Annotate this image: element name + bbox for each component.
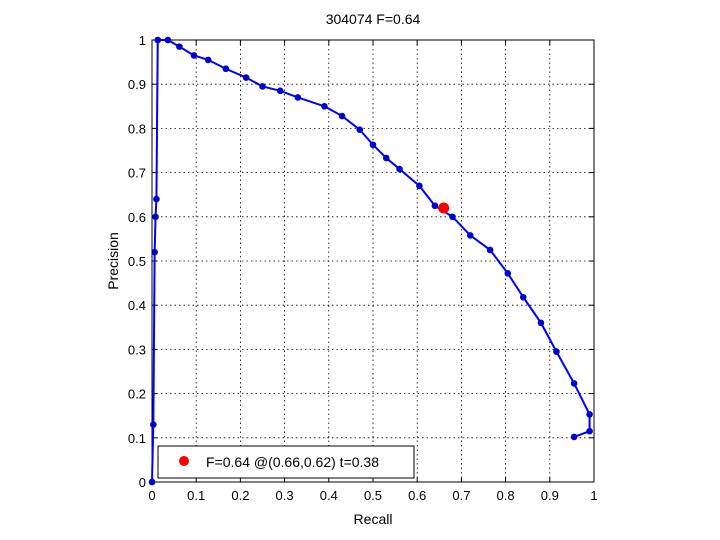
- legend: F=0.64 @(0.66,0.62) t=0.38: [157, 445, 415, 479]
- data-point-marker: [356, 126, 364, 134]
- series-layer: [151, 39, 591, 483]
- data-point-marker: [321, 103, 328, 110]
- data-markers: [148, 36, 593, 486]
- data-point-marker: [449, 213, 456, 221]
- data-point-marker: [504, 270, 512, 277]
- legend-entry-label: F=0.64 @(0.66,0.62) t=0.38: [206, 454, 379, 470]
- data-point-marker: [150, 421, 157, 428]
- data-point-marker: [486, 246, 494, 254]
- data-point-marker: [190, 52, 198, 59]
- pr-curve-line: [151, 39, 591, 483]
- x-tick-label: 0.3: [276, 488, 294, 503]
- grid-lines: [152, 40, 594, 482]
- data-point-marker: [259, 83, 266, 90]
- y-axis-label: Precision: [105, 232, 121, 290]
- x-tick-label: 0.5: [364, 488, 382, 503]
- data-point-marker: [204, 56, 212, 64]
- data-point-marker: [570, 380, 578, 387]
- data-point-marker: [537, 319, 545, 327]
- data-point-marker: [570, 433, 578, 441]
- y-tick-label: 0.2: [128, 387, 146, 402]
- data-point-marker: [396, 165, 403, 173]
- legend-marker: [179, 456, 189, 466]
- y-tick-label: 0.9: [128, 77, 146, 92]
- y-tick-label: 0.8: [128, 121, 146, 136]
- x-tick-label: 0.4: [320, 488, 338, 503]
- x-tick-label: 0.2: [231, 488, 249, 503]
- data-point-marker: [382, 154, 390, 162]
- data-point-marker: [164, 36, 172, 44]
- data-point-marker: [466, 232, 474, 239]
- x-axis-label: Recall: [354, 511, 393, 527]
- y-tick-label: 0.7: [128, 166, 146, 181]
- data-point-marker: [152, 213, 159, 221]
- data-point-marker: [148, 478, 156, 486]
- data-point-marker: [151, 248, 158, 256]
- data-point-marker: [153, 195, 160, 203]
- x-tick-label: 0: [148, 488, 155, 503]
- data-point-marker: [338, 112, 346, 120]
- data-point-marker: [586, 411, 593, 418]
- x-tick-labels: 0 0.1 0.2 0.3 0.4 0.5 0.6 0.7 0.8 0.9 1: [148, 488, 597, 503]
- x-tick-label: 0.7: [452, 488, 470, 503]
- data-point-marker: [242, 74, 250, 81]
- x-tick-label: 0.6: [408, 488, 426, 503]
- chart-title: 304074 F=0.64: [326, 11, 421, 27]
- data-point-marker: [416, 182, 423, 190]
- y-tick-labels: 0 0.1 0.2 0.3 0.4 0.5 0.6 0.7 0.8 0.9 1: [128, 33, 146, 490]
- x-tick-label: 1: [590, 488, 597, 503]
- y-tick-label: 0.5: [128, 254, 146, 269]
- data-point-marker: [586, 427, 593, 435]
- y-tick-label: 0.1: [128, 431, 146, 446]
- y-tick-label: 0.4: [128, 298, 146, 313]
- data-point-marker: [553, 348, 560, 355]
- y-tick-label: 1: [139, 33, 146, 48]
- y-tick-label: 0.6: [128, 210, 146, 225]
- data-point-marker: [431, 202, 439, 210]
- plot-area: 0 0.1 0.2 0.3 0.4 0.5 0.6 0.7 0.8 0.9 1 0 0.1 0.2 0.3…: [128, 33, 598, 503]
- y-tick-label: 0.3: [128, 342, 146, 357]
- data-point-marker: [519, 293, 527, 301]
- y-tick-label: 0: [139, 475, 146, 490]
- data-point-marker: [154, 36, 162, 44]
- x-tick-label: 0.8: [497, 488, 515, 503]
- data-point-marker: [176, 43, 183, 50]
- x-tick-label: 0.1: [187, 488, 205, 503]
- data-point-marker: [276, 87, 284, 95]
- best-f-point-marker: [438, 202, 450, 214]
- legend-box: [157, 445, 415, 479]
- highlight-layer: [438, 202, 450, 214]
- data-point-marker: [369, 141, 377, 149]
- data-point-marker: [294, 94, 302, 101]
- data-point-marker: [222, 65, 230, 73]
- x-tick-label: 0.9: [541, 488, 559, 503]
